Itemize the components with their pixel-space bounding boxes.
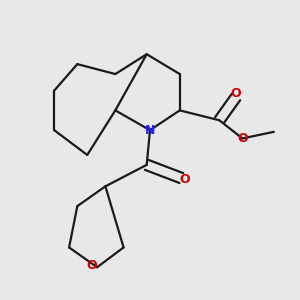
Text: O: O [231, 87, 241, 101]
Text: N: N [145, 124, 155, 137]
Text: O: O [179, 173, 190, 186]
Text: O: O [238, 132, 248, 145]
Text: O: O [86, 259, 97, 272]
